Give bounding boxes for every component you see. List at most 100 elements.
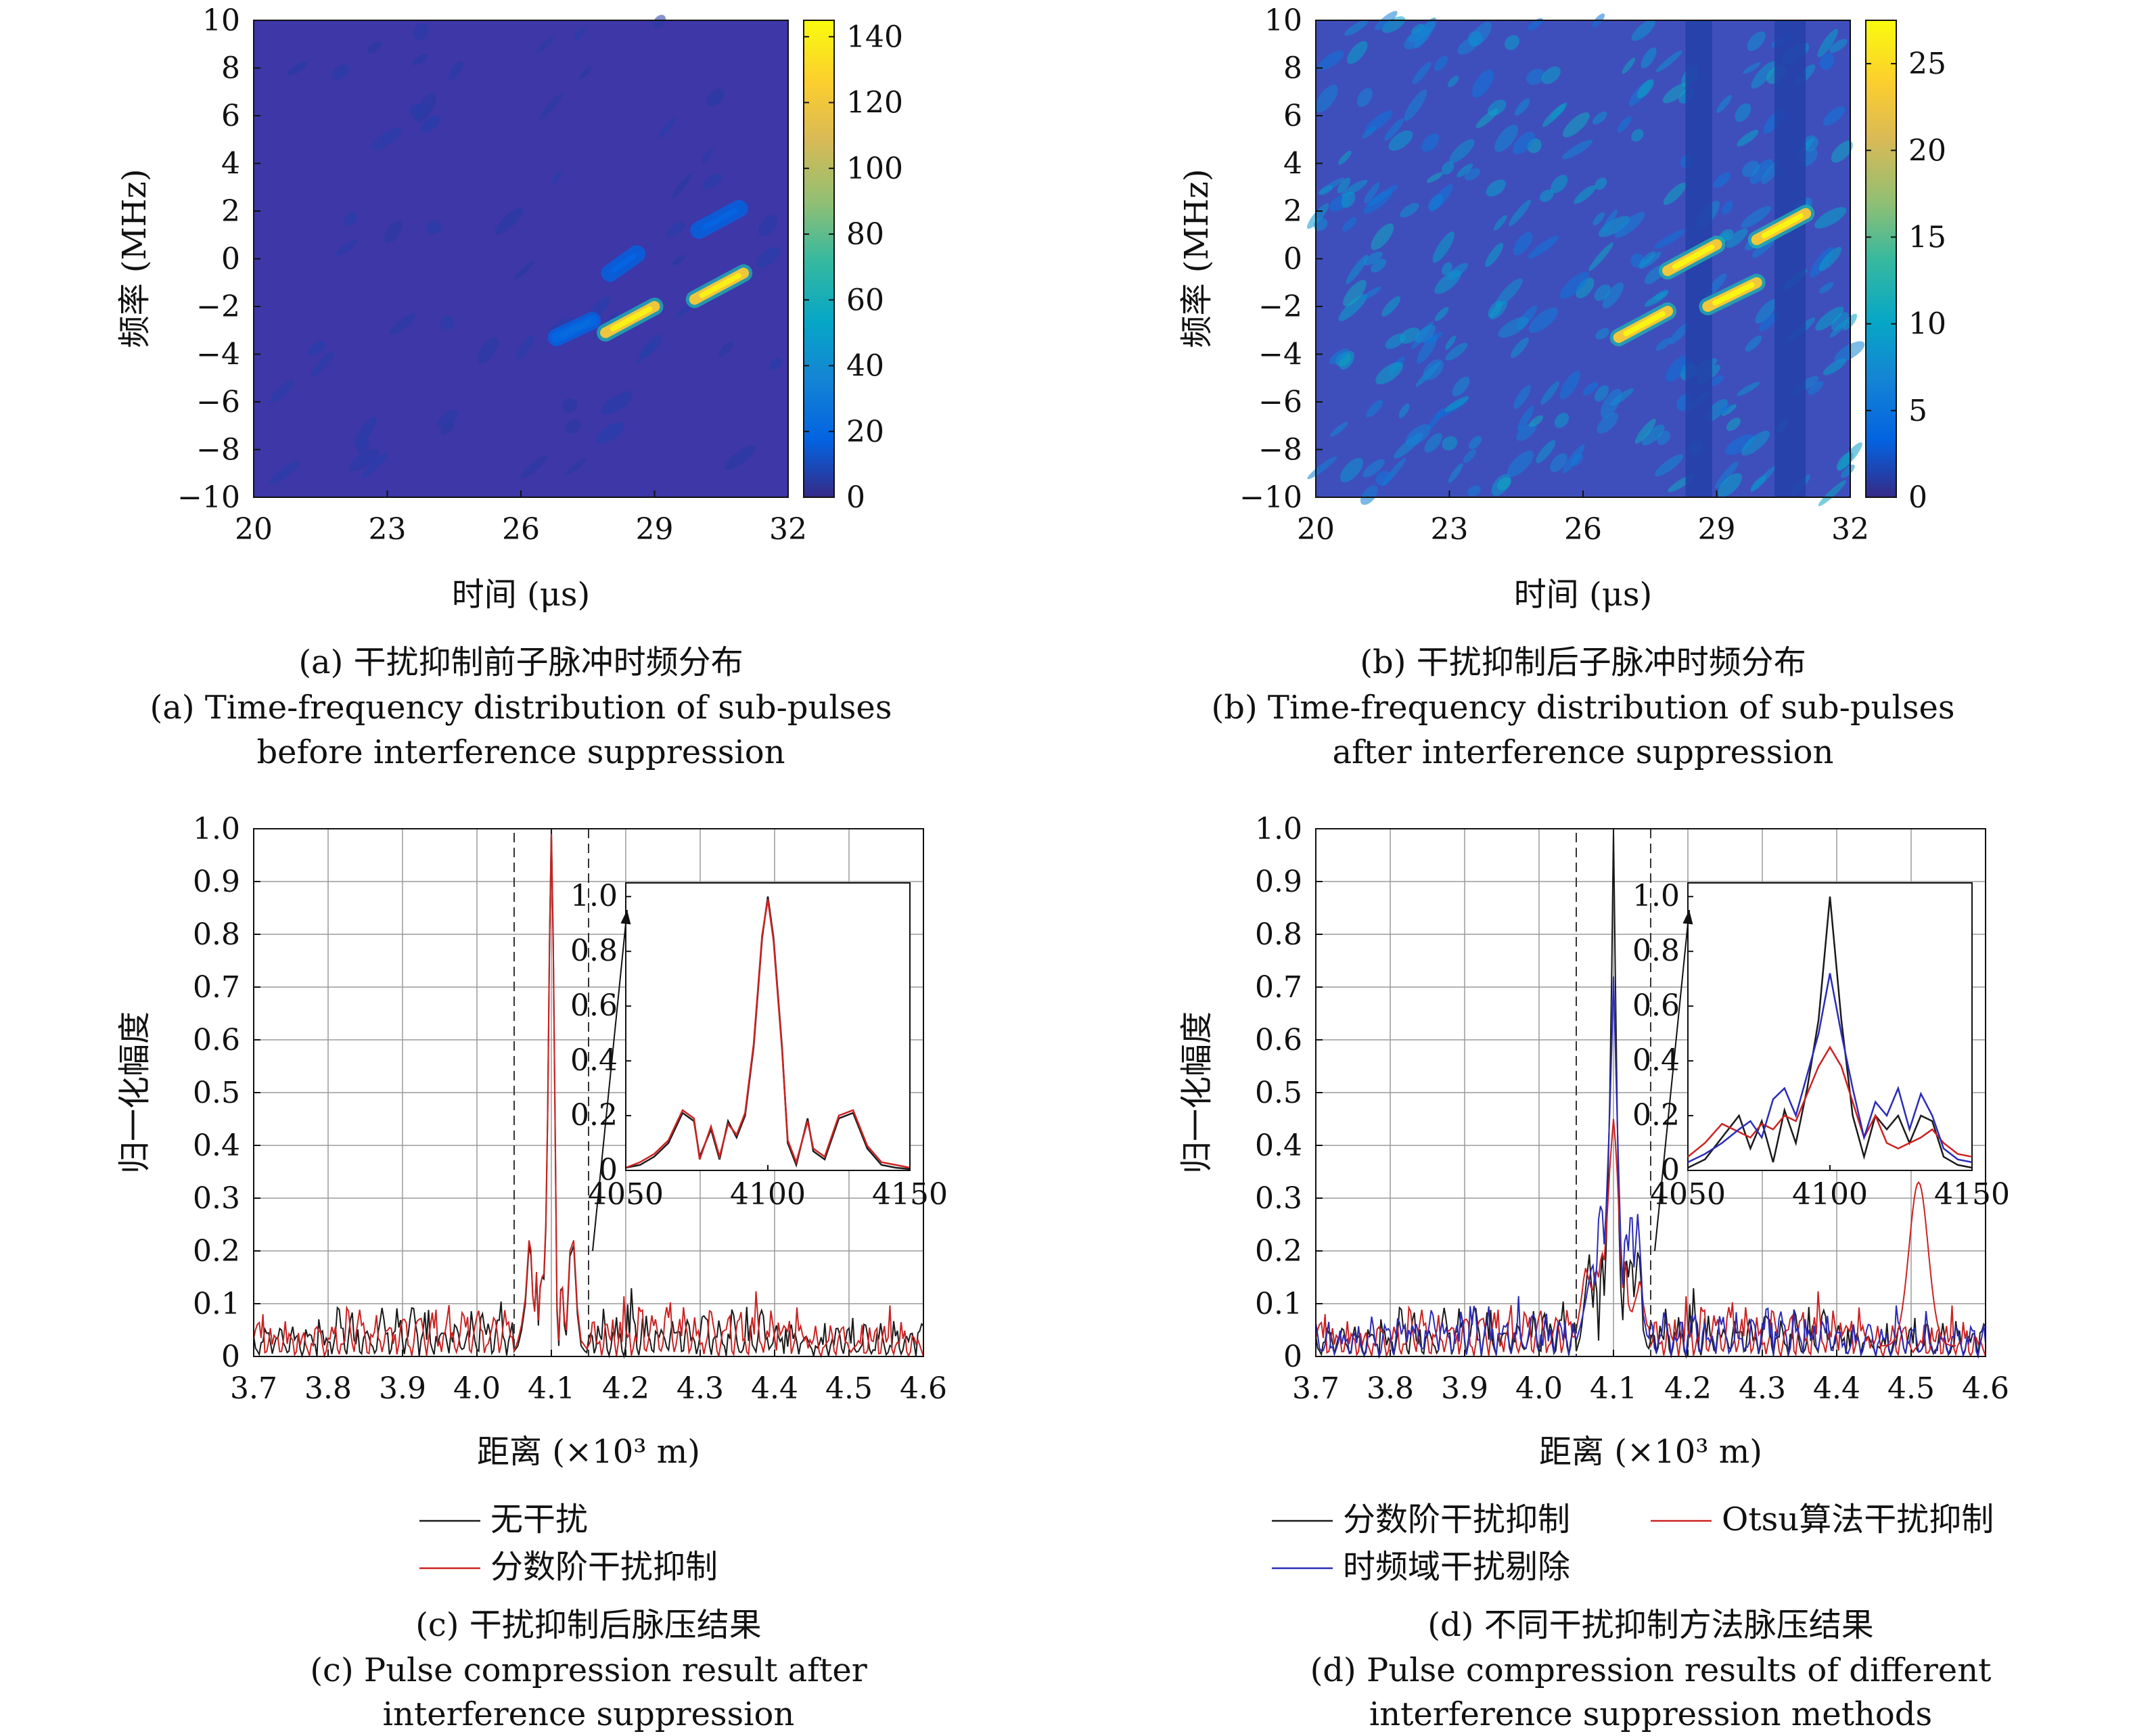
inset-y-tick-label: 1.0	[570, 879, 618, 913]
y-tick-label: 10	[1264, 3, 1302, 38]
background-texture	[1745, 335, 1762, 352]
background-texture	[1441, 262, 1452, 275]
background-texture	[672, 254, 686, 266]
background-texture	[1718, 473, 1742, 497]
background-texture	[1517, 405, 1534, 432]
background-texture	[495, 208, 524, 235]
background-texture	[1498, 317, 1529, 338]
background-texture	[1421, 133, 1440, 152]
background-texture	[769, 358, 782, 370]
y-tick-label: 0.6	[193, 1023, 240, 1057]
background-texture	[1457, 163, 1473, 178]
background-texture	[1513, 131, 1535, 154]
x-tick-label: 29	[636, 512, 674, 547]
background-texture	[1655, 50, 1682, 72]
background-texture	[1726, 417, 1741, 432]
inset-y-tick-label: 0.6	[570, 988, 618, 1023]
background-texture	[1346, 254, 1369, 284]
background-texture	[1315, 85, 1338, 113]
background-texture	[1357, 88, 1373, 108]
y-tick-label: 8	[221, 51, 240, 86]
colorbar-tick-label: 140	[846, 20, 903, 54]
background-texture	[367, 41, 382, 53]
y-tick-label: 0.8	[193, 917, 240, 952]
x-tick-label: 4.5	[825, 1371, 873, 1406]
background-texture	[1347, 41, 1368, 64]
chirp-core-2	[559, 319, 592, 338]
background-texture	[1592, 212, 1605, 226]
y-tick-label: 8	[1283, 51, 1302, 86]
background-texture	[348, 449, 380, 472]
background-texture	[1602, 282, 1624, 309]
background-texture	[1819, 53, 1835, 70]
ticks-b: 20 23 26 29 32 −10 −8 −6 −4 −2 0 2 4 6 8 10	[1239, 3, 1869, 547]
background-texture	[1445, 342, 1468, 361]
colorbar-tick-label: 60	[846, 283, 884, 317]
background-texture	[1592, 111, 1607, 124]
series-line-otsu-sidelobe	[1881, 1181, 1956, 1347]
background-texture	[539, 93, 563, 120]
background-texture	[520, 455, 548, 479]
background-texture	[535, 37, 554, 54]
xlabel-b: 时间 (μs)	[1514, 576, 1653, 614]
background-texture	[1737, 129, 1759, 147]
plot-frame-a	[254, 20, 788, 497]
caption-en2-b: after interference suppression	[1333, 733, 1834, 771]
inset-frame	[1687, 882, 1973, 1171]
background-texture	[308, 340, 325, 356]
background-texture	[1434, 306, 1449, 321]
colorbar-a	[803, 20, 835, 498]
background-texture	[1601, 209, 1618, 234]
background-texture	[1513, 385, 1531, 409]
y-tick-label: 0.1	[1255, 1287, 1302, 1321]
inset-y-tick-label: 0.6	[1632, 988, 1680, 1023]
background-texture	[1360, 485, 1378, 505]
y-tick-label: 0.2	[1255, 1234, 1302, 1269]
x-tick-label: 26	[1564, 512, 1602, 547]
background-texture	[1594, 385, 1609, 402]
background-texture	[1617, 116, 1632, 133]
inset-x-tick-label: 4050	[1650, 1177, 1726, 1212]
x-tick-label: 4.6	[900, 1371, 947, 1406]
y-tick-label: −6	[1258, 385, 1302, 419]
inset-x-tick-label: 4100	[730, 1177, 806, 1212]
y-tick-label: 0.2	[193, 1234, 240, 1269]
background-texture	[564, 458, 587, 476]
inset-series-line	[1687, 1045, 1973, 1158]
background-texture	[702, 148, 714, 163]
background-texture	[371, 127, 403, 150]
background-texture	[1715, 461, 1739, 488]
colorbar-tick-label: 40	[846, 349, 884, 384]
background-texture	[1447, 75, 1459, 87]
colorbar-b	[1865, 20, 1897, 498]
background-texture	[1750, 465, 1777, 493]
background-texture	[1550, 453, 1567, 472]
background-texture	[1404, 27, 1431, 50]
panel-d: 3.7 3.8 3.9 4.0 4.1 4.2 4.3 4.4 4.5 4.6 0 0.1 0.2 0.3…	[1178, 812, 2010, 1733]
background-texture	[1814, 207, 1847, 229]
background-texture	[1486, 179, 1506, 197]
background-texture	[1381, 296, 1401, 317]
background-texture	[1641, 424, 1665, 446]
x-tick-label: 4.6	[1962, 1371, 2009, 1406]
inset-series-line	[1687, 896, 1973, 1169]
caption-cn-b: (b) 干扰抑制后子脉冲时频分布	[1360, 643, 1806, 681]
background-texture	[1742, 160, 1760, 177]
background-texture	[1360, 286, 1381, 301]
y-tick-label: 0.7	[193, 970, 240, 1005]
x-tick-label: 32	[769, 512, 807, 547]
background-texture	[1541, 66, 1561, 85]
series-line-fractional	[253, 833, 924, 1358]
caption-cn-d: (d) 不同干扰抑制方法脉压结果	[1427, 1606, 1873, 1644]
background-texture	[1528, 18, 1543, 31]
panel-a: 20 23 26 29 32 −10 −8 −6 −4 −2 0 2 4 6 8 10 0 20 40 60 80 10…	[116, 3, 903, 771]
inset-frame	[625, 882, 911, 1171]
background-texture	[1398, 403, 1410, 418]
background-texture	[1400, 203, 1419, 218]
inset-y-tick-label: 1.0	[1632, 879, 1680, 913]
zoom-arrow-head	[620, 910, 631, 925]
background-texture	[1741, 430, 1770, 456]
background-texture	[756, 247, 781, 268]
background-texture	[1817, 28, 1838, 58]
